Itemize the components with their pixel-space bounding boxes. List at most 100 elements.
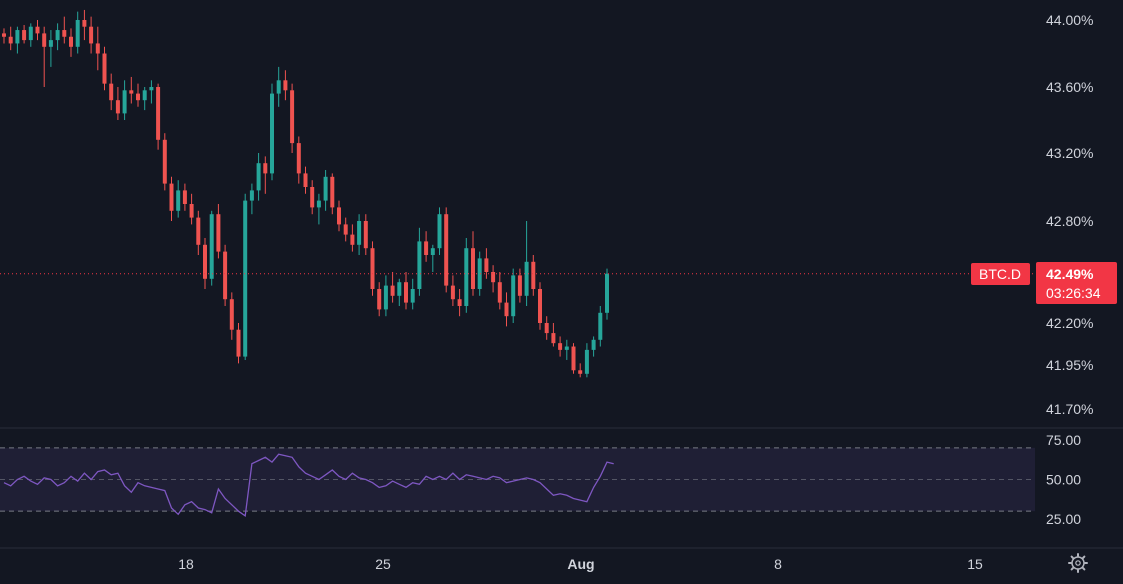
- candle-body: [28, 26, 33, 41]
- candle-body: [236, 329, 241, 357]
- candle-body: [571, 346, 576, 371]
- time-tick: Aug: [567, 556, 594, 572]
- last-price-tag: 42.49% 03:26:34: [1036, 262, 1117, 304]
- candle: [203, 238, 207, 289]
- candle-body: [182, 190, 187, 204]
- candle: [350, 224, 355, 252]
- candle: [8, 26, 13, 51]
- candle-body: [323, 176, 328, 201]
- candle: [571, 343, 576, 374]
- candle-body: [424, 241, 429, 255]
- candle: [256, 153, 261, 201]
- candle: [551, 323, 556, 347]
- candle-body: [605, 273, 609, 313]
- candle-body: [249, 190, 254, 201]
- candle-body: [437, 214, 442, 249]
- price-tick: 43.60%: [1046, 79, 1093, 95]
- candle: [424, 231, 429, 262]
- candle: [55, 23, 60, 51]
- candle: [102, 46, 107, 91]
- candle: [149, 80, 154, 104]
- candle-body: [330, 176, 335, 208]
- candle: [189, 193, 194, 225]
- candle: [598, 306, 603, 347]
- candle-body: [450, 285, 455, 300]
- candle-body: [15, 30, 20, 44]
- candle: [544, 316, 549, 340]
- candle: [169, 176, 174, 221]
- candle: [129, 76, 134, 104]
- candle-body: [430, 248, 435, 255]
- candle: [337, 200, 341, 232]
- candle: [196, 210, 201, 255]
- candle: [524, 221, 529, 306]
- candle: [22, 25, 27, 44]
- candle-body: [256, 163, 261, 191]
- candle-body: [209, 214, 214, 279]
- candle: [437, 207, 442, 255]
- symbol-tag: BTC.D: [971, 263, 1030, 285]
- candle-body: [524, 261, 529, 296]
- candle: [276, 66, 281, 107]
- candle-body: [578, 370, 583, 374]
- candle-body: [477, 258, 482, 289]
- candle: [162, 133, 167, 191]
- candle: [538, 282, 542, 330]
- candle: [497, 272, 502, 310]
- price-axis[interactable]: 44.00% 43.60% 43.20% 42.80% 42.20% 41.95…: [1046, 12, 1093, 417]
- candle-body: [69, 36, 73, 47]
- candle: [122, 80, 127, 120]
- candle-body: [48, 40, 53, 47]
- candle: [296, 136, 301, 184]
- candle-body: [457, 299, 462, 306]
- candle: [417, 227, 422, 296]
- candle-body: [377, 289, 382, 310]
- rsi-axis[interactable]: 75.00 50.00 25.00: [1046, 432, 1081, 527]
- candle: [42, 26, 47, 87]
- candle: [310, 180, 315, 215]
- time-tick: 8: [774, 556, 782, 572]
- candle: [477, 251, 482, 296]
- candle: [390, 272, 395, 303]
- time-axis[interactable]: 18 25 Aug 8 15: [178, 556, 983, 572]
- candle-body: [370, 248, 375, 289]
- time-tick: 15: [967, 556, 983, 572]
- candle-body: [95, 43, 100, 54]
- candles-layer: [2, 9, 609, 378]
- candle: [584, 343, 589, 378]
- candle-body: [383, 285, 388, 310]
- candle-body: [531, 261, 536, 289]
- candle-body: [538, 289, 542, 323]
- candle-body: [109, 83, 114, 101]
- candle: [330, 173, 335, 215]
- gear-icon[interactable]: [1068, 553, 1088, 573]
- candle: [404, 272, 408, 310]
- candle: [323, 170, 328, 211]
- candle: [363, 214, 368, 255]
- candle-body: [216, 214, 221, 252]
- candle: [283, 70, 288, 101]
- candle-body: [270, 93, 274, 174]
- symbol-tag-bg: [971, 263, 1030, 285]
- price-tick: 43.20%: [1046, 145, 1093, 161]
- candle-body: [263, 163, 268, 174]
- candle-body: [471, 248, 475, 289]
- candle-body: [176, 190, 181, 211]
- candle: [383, 275, 388, 317]
- candle: [377, 282, 382, 317]
- price-tick: 44.00%: [1046, 12, 1093, 28]
- candle-body: [196, 217, 201, 245]
- candle: [95, 26, 100, 71]
- candle: [15, 26, 20, 54]
- candle: [605, 268, 609, 320]
- candle-body: [290, 90, 295, 144]
- candle: [69, 28, 73, 57]
- candle-body: [229, 299, 234, 330]
- candle: [491, 265, 496, 293]
- candle-body: [343, 224, 348, 235]
- candle: [357, 214, 362, 255]
- time-tick: 18: [178, 556, 194, 572]
- candle-body: [417, 241, 422, 289]
- candle-body: [149, 87, 154, 91]
